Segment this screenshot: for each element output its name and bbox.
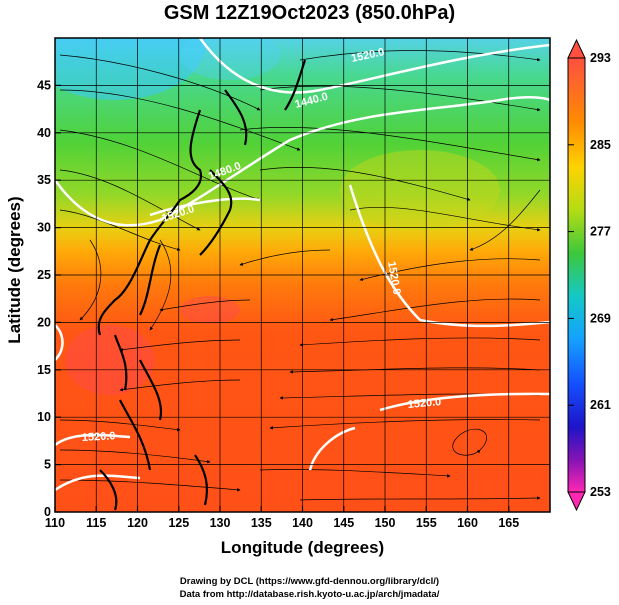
y-axis-label: Latitude (degrees) bbox=[5, 196, 24, 344]
contour-label: 1520.0 bbox=[385, 260, 403, 295]
y-tick-label: 10 bbox=[37, 410, 51, 424]
x-tick-label: 135 bbox=[251, 516, 272, 530]
x-tick-label: 145 bbox=[333, 516, 354, 530]
colorbar-tick-label: 285 bbox=[590, 138, 611, 152]
y-axis-ticks: 0 5 10 15 20 25 30 35 40 45 bbox=[37, 78, 61, 519]
colorbar-scale bbox=[567, 57, 586, 493]
x-tick-label: 150 bbox=[375, 516, 396, 530]
colorbar-tick-label: 261 bbox=[590, 398, 611, 412]
colorbar-bottom-arrow bbox=[567, 491, 586, 512]
x-tick-label: 140 bbox=[292, 516, 313, 530]
height-contours bbox=[55, 38, 550, 492]
wind-streamlines bbox=[59, 50, 541, 501]
y-tick-label: 20 bbox=[37, 315, 51, 329]
y-tick-label: 15 bbox=[37, 363, 51, 377]
colorbar-tick-label: 253 bbox=[590, 485, 611, 499]
contour-label: 1520.0 bbox=[82, 430, 116, 444]
credit-data: Data from http://database.rish.kyoto-u.a… bbox=[179, 589, 440, 600]
x-tick-label: 110 bbox=[45, 516, 65, 530]
colorbar-tick-label: 293 bbox=[590, 51, 611, 65]
y-tick-label: 45 bbox=[37, 78, 51, 92]
x-tick-label: 160 bbox=[457, 516, 478, 530]
coastlines bbox=[97, 59, 307, 511]
x-axis-label: Longitude (degrees) bbox=[220, 538, 385, 557]
colorbar-tick-label: 269 bbox=[590, 311, 611, 325]
y-tick-label: 30 bbox=[37, 221, 51, 235]
x-tick-label: 125 bbox=[168, 516, 189, 530]
colorbar-tick-label: 277 bbox=[590, 225, 611, 239]
chart-title: GSM 12Z19Oct2023 (850.0hPa) bbox=[163, 2, 456, 24]
y-tick-label: 35 bbox=[37, 173, 51, 187]
contour-label: 1520.0 bbox=[407, 396, 442, 411]
y-tick-label: 25 bbox=[37, 268, 51, 282]
colorbar-top-arrow bbox=[567, 38, 586, 59]
x-tick-label: 130 bbox=[210, 516, 231, 530]
y-tick-label: 5 bbox=[44, 458, 51, 472]
colorbar: 293 285 277 269 261 253 bbox=[567, 38, 611, 512]
x-tick-label: 115 bbox=[86, 516, 106, 530]
y-tick-label: 0 bbox=[44, 505, 51, 519]
credit-drawing: Drawing by DCL (https://www.gfd-dennou.o… bbox=[179, 576, 440, 587]
y-tick-label: 40 bbox=[37, 126, 51, 140]
x-tick-label: 165 bbox=[498, 516, 519, 530]
x-axis-ticks: 110 115 120 125 130 135 140 145 150 155 160 165 bbox=[45, 506, 519, 530]
x-tick-label: 155 bbox=[416, 516, 437, 530]
lat-lon-grid bbox=[55, 38, 550, 512]
x-tick-label: 120 bbox=[127, 516, 148, 530]
